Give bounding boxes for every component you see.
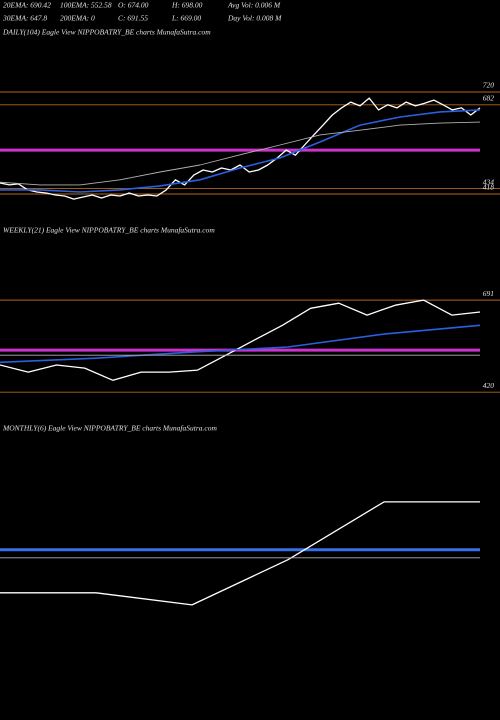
y-tick-label: 418 xyxy=(483,183,495,192)
header-stat: 100EMA: 552.58 xyxy=(60,1,112,10)
y-tick-label: 434 xyxy=(483,177,495,186)
panel-title: MONTHLY(6) Eagle View NIPPOBATRY_BE char… xyxy=(2,424,217,433)
header-stat: 30EMA: 647.8 xyxy=(2,14,47,23)
header-stat: C: 691.55 xyxy=(118,14,148,23)
header-stat: 20EMA: 690.42 xyxy=(3,1,51,10)
header-stat: Day Vol: 0.008 M xyxy=(227,14,282,23)
series-line xyxy=(0,501,480,606)
y-tick-label: 420 xyxy=(483,381,495,390)
panel-title: WEEKLY(21) Eagle View NIPPOBATRY_BE char… xyxy=(3,226,215,235)
panel-title: DAILY(104) Eagle View NIPPOBATRY_BE char… xyxy=(2,28,211,37)
y-tick-label: 682 xyxy=(483,94,495,103)
header-stat: Avg Vol: 0.006 M xyxy=(227,1,281,10)
series-line xyxy=(0,324,481,364)
y-tick-label: 720 xyxy=(483,81,495,90)
header-stat: O: 674.00 xyxy=(118,1,149,10)
y-tick-label: 691 xyxy=(483,289,494,298)
series-line xyxy=(0,109,481,193)
header-stat: L: 669.00 xyxy=(171,14,201,23)
header-stat: H: 698.00 xyxy=(171,1,203,10)
series-line xyxy=(0,299,481,381)
series-line xyxy=(0,121,481,186)
header-stat: 200EMA: 0 xyxy=(60,14,95,23)
series-line xyxy=(0,97,481,200)
